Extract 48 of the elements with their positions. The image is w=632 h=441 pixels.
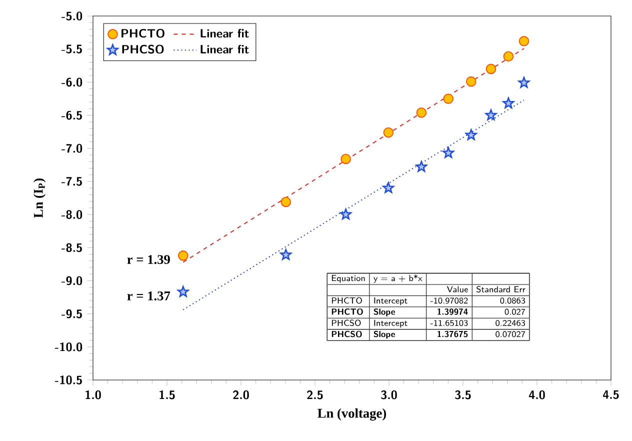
x-tick-label: 3.5	[455, 390, 471, 400]
y-tick-label: -6.0	[61, 78, 82, 87]
point	[486, 64, 496, 74]
annotation: r = 1.39	[127, 255, 170, 264]
y-tick-label: -10.5	[54, 376, 82, 384]
y-tick-label: -8.5	[61, 243, 82, 252]
legend-label: Linear fit	[200, 28, 249, 38]
point	[443, 94, 454, 104]
point	[442, 146, 454, 158]
y-tick-label: -5.0	[61, 12, 82, 20]
point	[502, 97, 514, 108]
legend-label: PHCTO	[122, 28, 164, 38]
y-tick-label: -9.0	[61, 276, 82, 286]
point	[280, 248, 292, 260]
point	[382, 182, 394, 194]
y-tick-label: -10.0	[54, 342, 82, 352]
point	[518, 36, 530, 46]
x-tick-label: 4.5	[602, 390, 619, 399]
y-tick-label: -5.5	[61, 44, 82, 54]
y-tick-label: -9.5	[61, 309, 82, 318]
point	[340, 154, 351, 164]
point	[280, 196, 291, 208]
point	[383, 127, 394, 138]
x-tick-label: 4.0	[528, 390, 545, 400]
legend-label: PHCSO	[122, 44, 164, 54]
point	[518, 76, 530, 88]
point	[178, 250, 188, 261]
point	[416, 160, 428, 172]
point	[340, 208, 352, 220]
point	[465, 129, 477, 140]
y-tick-label: -7.0	[61, 144, 82, 153]
x-axis-title: Ln (voltage)	[318, 408, 386, 421]
point	[503, 51, 514, 62]
legend-label: Linear fit	[200, 44, 249, 54]
point	[466, 76, 476, 87]
point	[177, 286, 189, 297]
point	[485, 109, 497, 120]
y-tick-label: -8.0	[61, 210, 82, 219]
x-tick-label: 3.0	[381, 390, 397, 400]
y-tick-label: -6.5	[61, 110, 82, 120]
x-tick-label: 2.0	[233, 390, 249, 400]
x-tick-label: 1.0	[85, 390, 101, 400]
point	[416, 107, 427, 118]
annotation: r = 1.37	[127, 291, 170, 300]
x-tick-label: 1.5	[159, 390, 175, 400]
y-axis-title: Ln (I$_{P}$)	[33, 178, 46, 218]
y-tick-label: -7.5	[61, 177, 82, 186]
x-tick-label: 2.5	[307, 390, 323, 400]
